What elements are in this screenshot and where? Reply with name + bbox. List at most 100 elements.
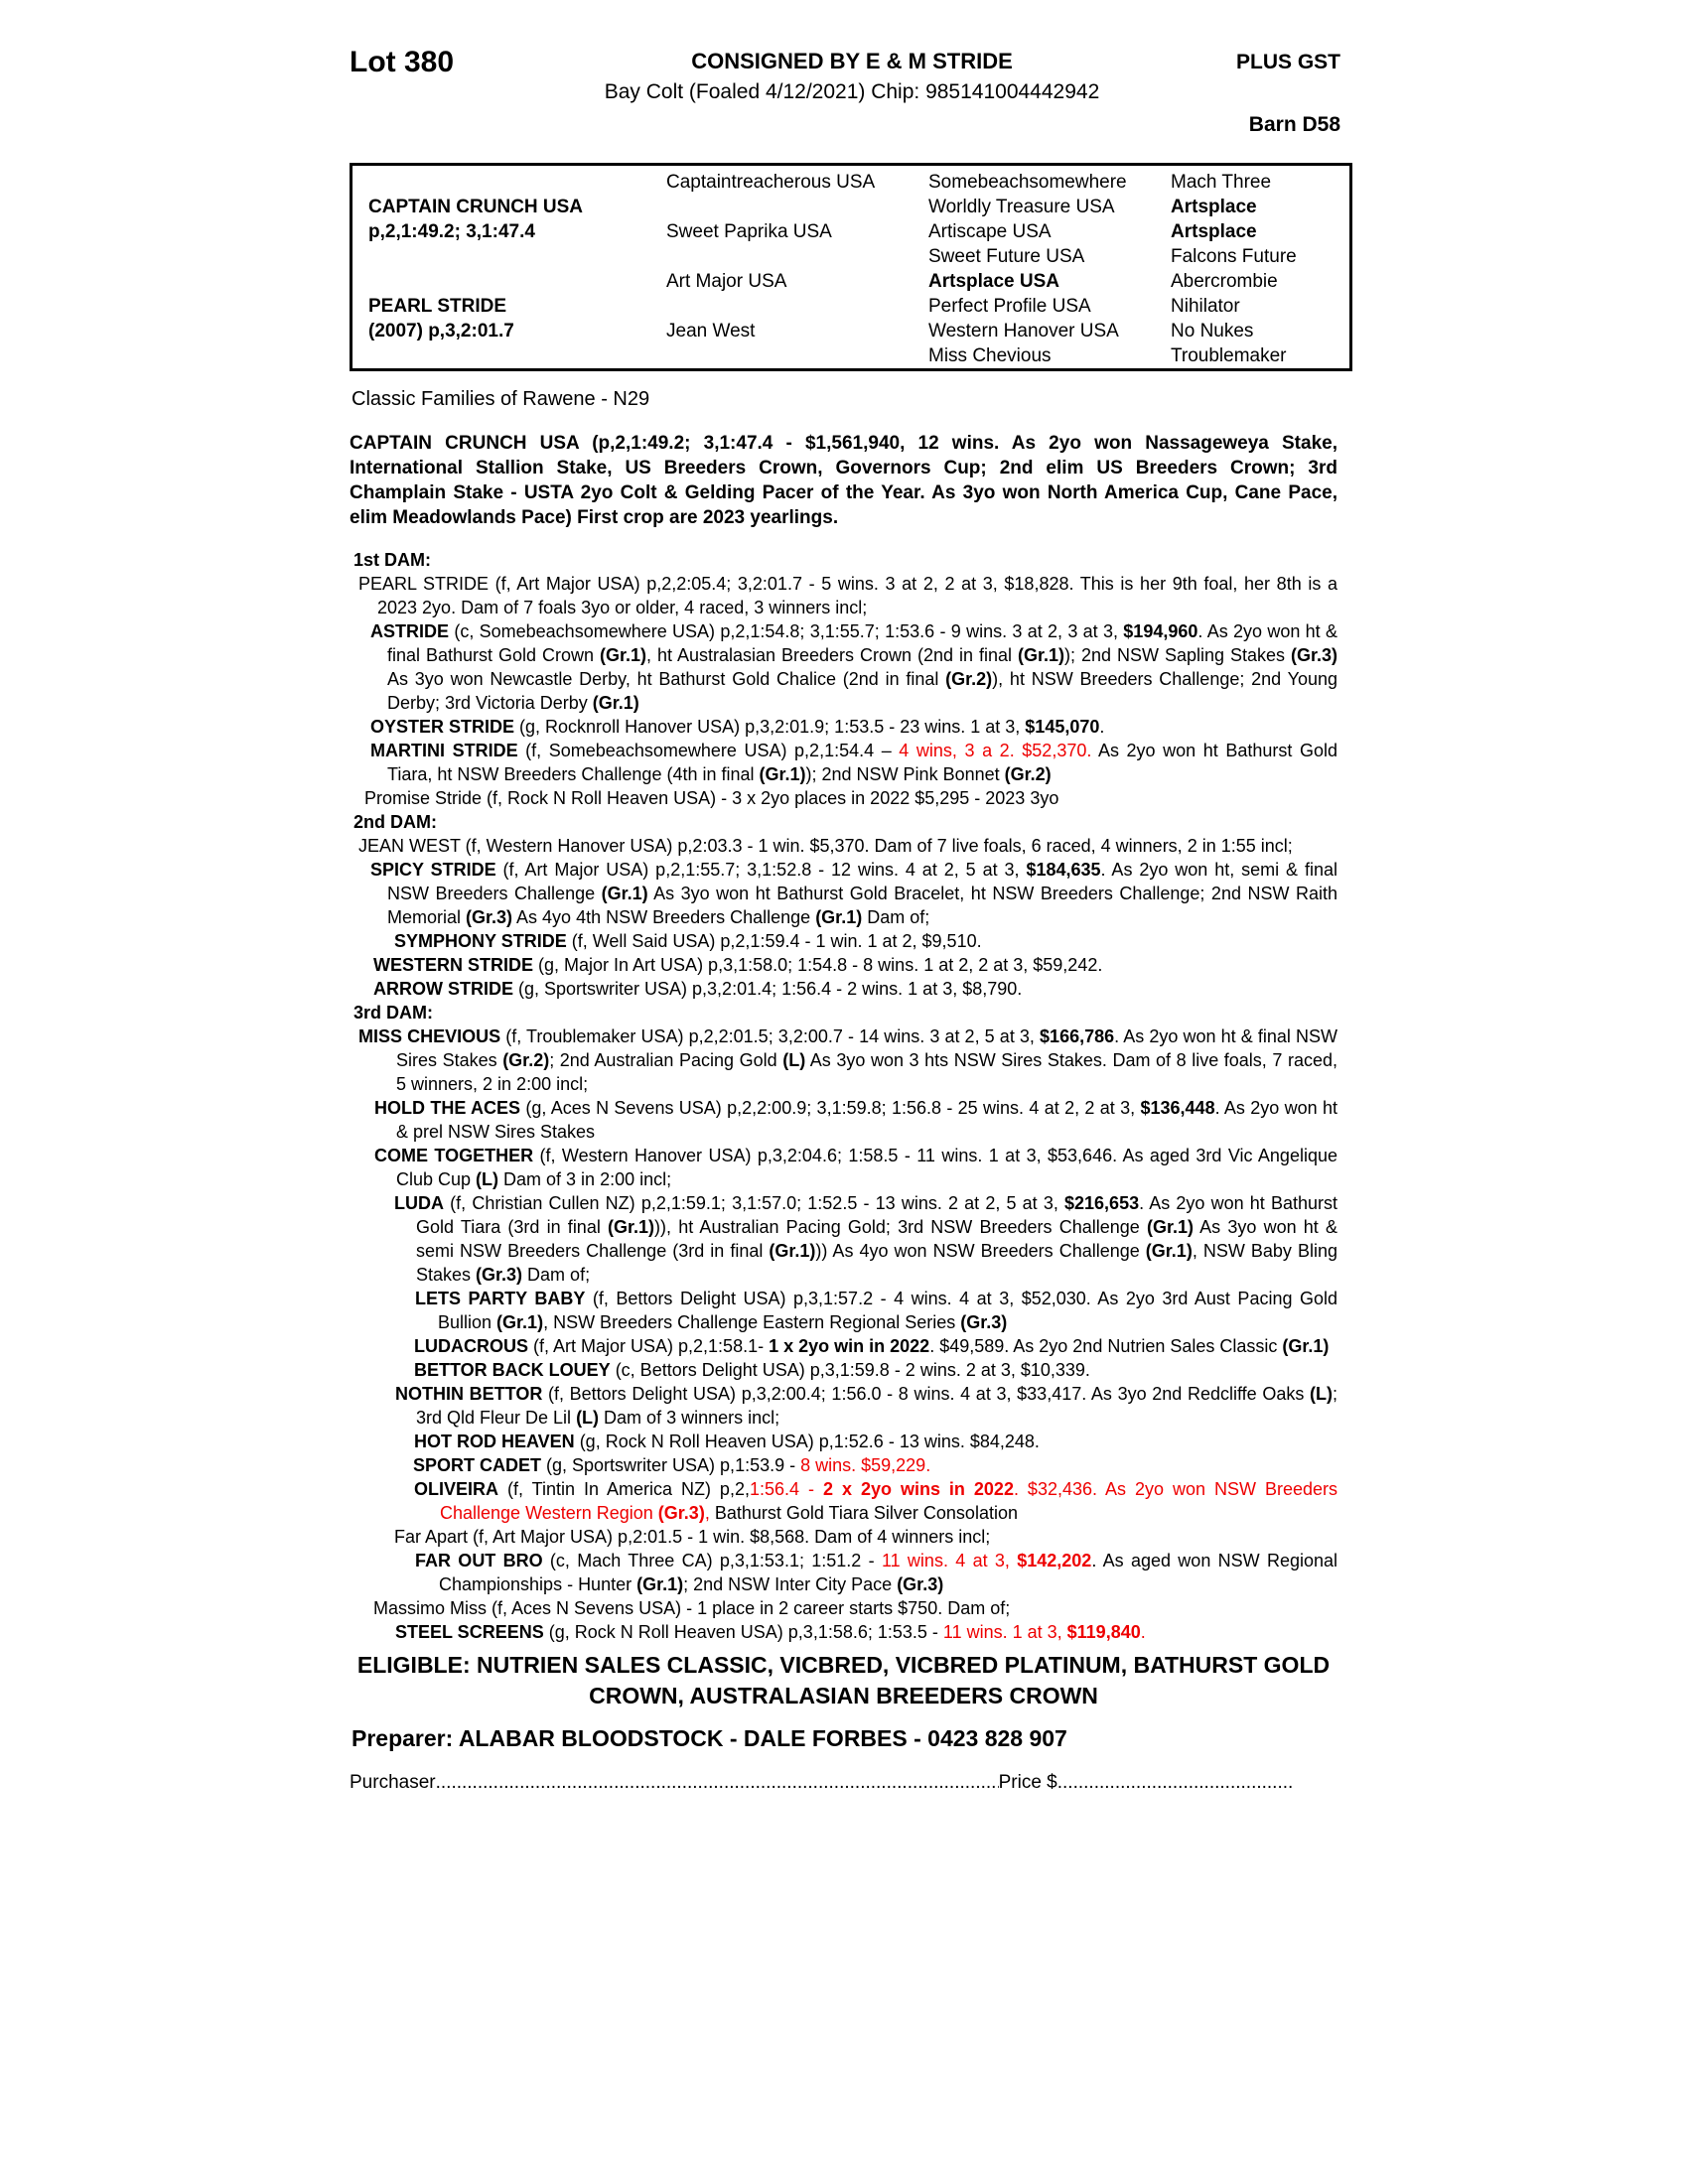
entry-text-segment: $142,202 (1017, 1551, 1092, 1570)
entry-text-segment: (f, Art Major USA) p,2,1:58.1- (528, 1336, 770, 1356)
entry-text-segment: . (1140, 1622, 1146, 1642)
pedigree-entry: NOTHIN BETTOR (f, Bettors Delight USA) p… (350, 1382, 1337, 1430)
pedigree-entry: COME TOGETHER (f, Western Hanover USA) p… (350, 1144, 1337, 1191)
pedigree-cell: Miss Chevious (928, 345, 1052, 366)
pedigree-entry: LUDACROUS (f, Art Major USA) p,2,1:58.1-… (350, 1334, 1337, 1358)
dam-section-label: 1st DAM: (353, 550, 432, 570)
entry-text-segment: (Gr.3) (466, 907, 513, 927)
dam-section-label: 3rd DAM: (353, 1003, 433, 1023)
pedigree-cell: No Nukes (1171, 321, 1254, 341)
entry-text-segment: LUDA (394, 1193, 444, 1213)
entry-text-segment: (Gr.1) (1018, 645, 1065, 665)
entry-text-segment: , ht Australasian Breeders Crown (2nd in… (646, 645, 1018, 665)
preparer-line: Preparer: ALABAR BLOODSTOCK - DALE FORBE… (352, 1725, 1067, 1751)
entry-text-segment: (f, Troublemaker USA) p,2,2:01.5; 3,2:00… (500, 1026, 1041, 1046)
entry-text-segment: (g, Aces N Sevens USA) p,2,2:00.9; 3,1:5… (520, 1098, 1141, 1118)
entry-text-segment: Dam of 3 in 2:00 incl; (498, 1169, 672, 1189)
entry-text-segment: . As 2yo won ht & final Bathurst Gold Cr… (387, 621, 1337, 665)
pedigree-entry: SYMPHONY STRIDE (f, Well Said USA) p,2,1… (350, 929, 1337, 953)
entry-text-segment: (Gr.3) (960, 1312, 1008, 1332)
entry-text-segment: ASTRIDE (370, 621, 450, 641)
pedigree-entry: Far Apart (f, Art Major USA) p,2:01.5 - … (350, 1525, 1337, 1549)
entry-text-segment: (g, Major In Art USA) p,3,1:58.0; 1:54.8… (533, 955, 1103, 975)
plus-gst-label: PLUS GST (1235, 51, 1340, 73)
entry-text-segment: As 3yo won ht & semi NSW Breeders Challe… (416, 1217, 1337, 1261)
entry-text-segment: , NSW Baby Bling Stakes (416, 1241, 1337, 1285)
pedigree-entry: STEEL SCREENS (g, Rock N Roll Heaven USA… (350, 1620, 1337, 1644)
entry-text-segment: . As 2yo won ht Bathurst Gold Tiara (3rd… (416, 1193, 1337, 1237)
entry-text-segment: (f, Well Said USA) p,2,1:59.4 - 1 win. 1… (566, 931, 982, 951)
entry-text-segment: )) As 4yo won NSW Breeders Challenge (815, 1241, 1146, 1261)
pedigree-entry: OLIVEIRA (f, Tintin In America NZ) p,2,1… (350, 1477, 1337, 1525)
pedigree-cell: Art Major USA (666, 271, 787, 292)
entry-text-segment: (L) (476, 1169, 499, 1189)
entry-text-segment: )), ht Australian Pacing Gold; 3rd NSW B… (654, 1217, 1147, 1237)
entry-text-segment: SYMPHONY STRIDE (394, 931, 567, 951)
pedigree-cell: Troublemaker (1171, 345, 1287, 366)
consignor-line: CONSIGNED BY E & M STRIDE (691, 49, 1013, 73)
entry-text-segment: As 3yo won Newcastle Derby, ht Bathurst … (387, 669, 946, 689)
entry-text-segment: $119,840 (1066, 1622, 1141, 1642)
entry-text-segment: JEAN WEST (f, Western Hanover USA) p,2:0… (358, 836, 1293, 856)
pedigree-entry: ARROW STRIDE (g, Sportswriter USA) p,3,2… (350, 977, 1337, 1001)
entry-text-segment: (Gr.1) (601, 884, 648, 903)
pedigree-cell: p,2,1:49.2; 3,1:47.4 (368, 221, 535, 242)
entry-text-segment: PEARL STRIDE (f, Art Major USA) p,2,2:05… (358, 574, 1337, 617)
page-content: Lot 380 CONSIGNED BY E & M STRIDE Bay Co… (350, 0, 1354, 1794)
pedigree-cell: CAPTAIN CRUNCH USA (368, 197, 584, 217)
entry-text-segment: (g, Sportswriter USA) p,1:53.9 - (541, 1455, 801, 1475)
entry-text-segment: HOT ROD HEAVEN (414, 1432, 575, 1451)
price-label: Price $ (998, 1772, 1057, 1793)
pedigree-entries: 1st DAM: PEARL STRIDE (f, Art Major USA) … (350, 548, 1337, 1644)
pedigree-entry: SPORT CADET (g, Sportswriter USA) p,1:53… (350, 1453, 1337, 1477)
entry-text-segment: As 2yo won ht Bathurst Gold Tiara, ht NS… (387, 741, 1337, 784)
entry-text-segment: 11 wins. 4 at 3, (881, 1551, 1018, 1570)
entry-text-segment: (Gr.2) (945, 669, 993, 689)
header: Lot 380 CONSIGNED BY E & M STRIDE Bay Co… (350, 46, 1354, 163)
entry-text-segment: (g, Rock N Roll Heaven USA) p,3,1:58.6; … (543, 1622, 943, 1642)
pedigree-cell: Artsplace USA (928, 271, 1059, 292)
entry-text-segment: (Gr.1) (815, 907, 863, 927)
entry-text-segment: STEEL SCREENS (395, 1622, 544, 1642)
pedigree-entry: ASTRIDE (c, Somebeachsomewhere USA) p,2,… (350, 619, 1337, 715)
entry-text-segment: 11 wins. 1 at 3, (942, 1622, 1067, 1642)
entry-text-segment: SPICY STRIDE (370, 860, 496, 880)
entry-text-segment: (g, Sportswriter USA) p,3,2:01.4; 1:56.4… (513, 979, 1023, 999)
entry-text-segment: As 3yo won ht Bathurst Gold Bracelet, ht… (387, 884, 1337, 927)
entry-text-segment: (L) (782, 1050, 806, 1070)
entry-text-segment: BETTOR BACK LOUEY (414, 1360, 611, 1380)
pedigree-entry: JEAN WEST (f, Western Hanover USA) p,2:0… (350, 834, 1337, 858)
pedigree-cell: Perfect Profile USA (928, 296, 1091, 317)
entry-text-segment: . As 2yo won ht & prel NSW Sires Stakes (396, 1098, 1338, 1142)
entry-text-segment: (Gr.1) (592, 693, 639, 713)
entry-text-segment: (Gr.1) (759, 764, 806, 784)
pedigree-entry: PEARL STRIDE (f, Art Major USA) p,2,2:05… (350, 572, 1337, 619)
entry-text-segment: (f, Somebeachsomewhere USA) p,2,1:54.4 – (517, 741, 900, 760)
entry-text-segment: $184,635 (1026, 860, 1101, 880)
entry-text-segment: Dam of; (862, 907, 930, 927)
barn-number: Barn D58 (1248, 113, 1340, 136)
entry-text-segment: Promise Stride (f, Rock N Roll Heaven US… (364, 788, 1059, 808)
lot-number: Lot 380 (350, 46, 455, 78)
pedigree-entry: LETS PARTY BABY (f, Bettors Delight USA)… (350, 1287, 1337, 1334)
foaling-info: Bay Colt (Foaled 4/12/2021) Chip: 985141… (604, 80, 1100, 103)
entry-text-segment: , (704, 1503, 710, 1523)
entry-text-segment: (g, Rocknroll Hanover USA) p,3,2:01.9; 1… (514, 717, 1026, 737)
entry-text-segment: MARTINI STRIDE (370, 741, 518, 760)
entry-text-segment: (Gr.3) (897, 1574, 944, 1594)
sire-paragraph: CAPTAIN CRUNCH USA (p,2,1:49.2; 3,1:47.4… (350, 433, 1337, 528)
entry-text-segment: $216,653 (1064, 1193, 1140, 1213)
pedigree-entry: HOLD THE ACES (g, Aces N Sevens USA) p,2… (350, 1096, 1337, 1144)
entry-text-segment: $145,070 (1025, 717, 1100, 737)
pedigree-cell: Sweet Paprika USA (666, 221, 832, 242)
pedigree-cell: Sweet Future USA (928, 246, 1085, 267)
pedigree-cell: Artsplace (1171, 197, 1257, 217)
entry-text-segment: (Gr.1) (600, 645, 647, 665)
entry-text-segment: LETS PARTY BABY (415, 1289, 586, 1308)
entry-text-segment: . (1099, 717, 1105, 737)
entry-text-segment: (Gr.1) (608, 1217, 655, 1237)
entry-text-segment: 8 wins. $59,229. (800, 1455, 931, 1475)
entry-text-segment: 2 x 2yo wins in 2022 (822, 1479, 1014, 1499)
entry-text-segment: Massimo Miss (f, Aces N Sevens USA) - 1 … (373, 1598, 1011, 1618)
entry-text-segment: LUDACROUS (414, 1336, 528, 1356)
